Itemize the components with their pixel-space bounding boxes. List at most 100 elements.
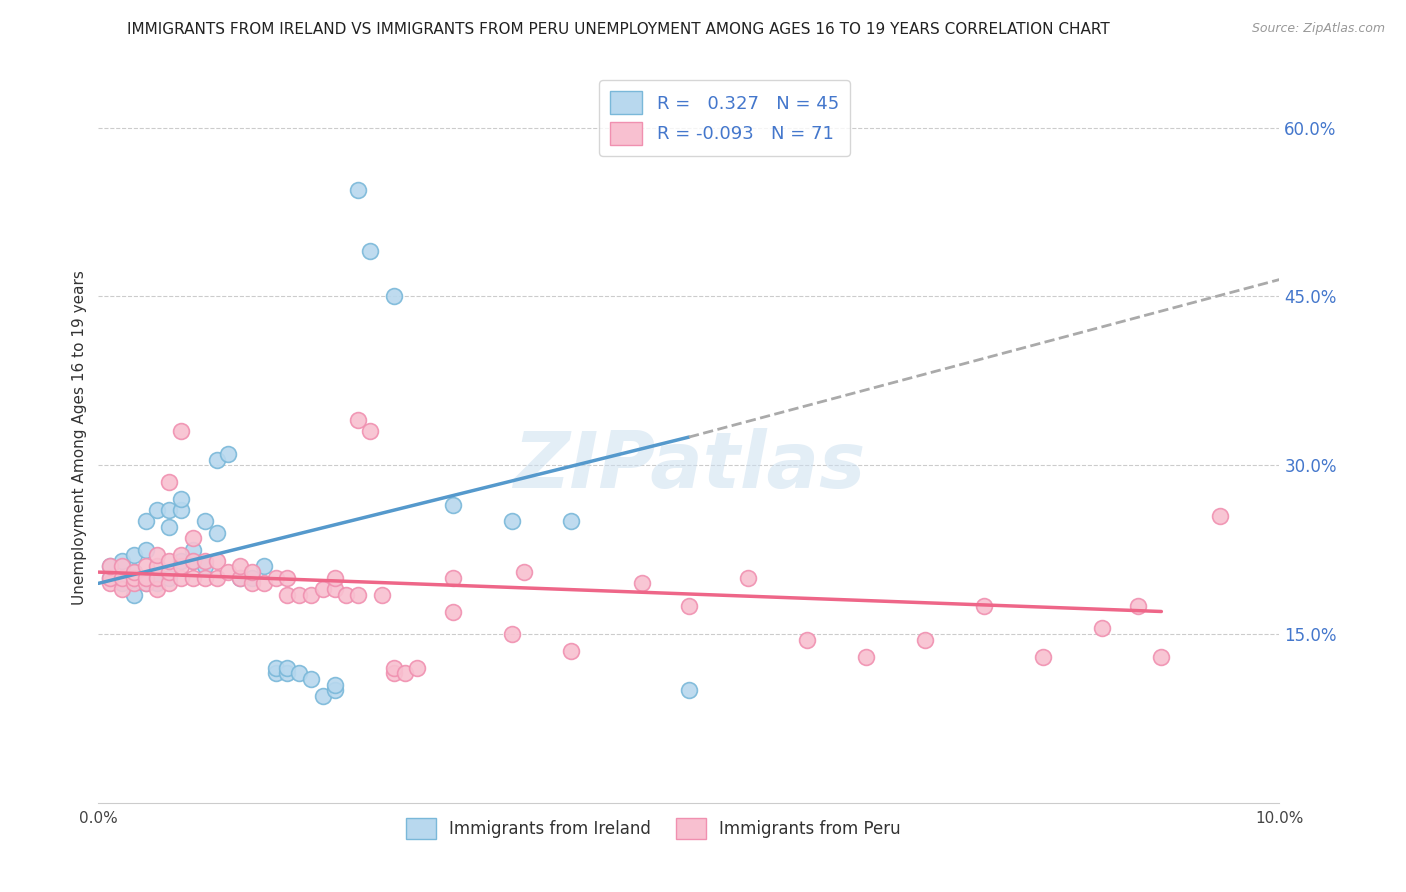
Point: [678, 683, 700, 698]
Point: [394, 666, 416, 681]
Point: [1209, 508, 1232, 523]
Point: [512, 565, 534, 579]
Point: [194, 515, 217, 529]
Point: [1150, 649, 1173, 664]
Point: [146, 582, 169, 596]
Point: [135, 576, 157, 591]
Legend: Immigrants from Ireland, Immigrants from Peru: Immigrants from Ireland, Immigrants from…: [396, 808, 911, 849]
Point: [205, 571, 228, 585]
Point: [98, 576, 121, 591]
Point: [312, 689, 335, 703]
Point: [630, 576, 652, 591]
Point: [1091, 621, 1114, 635]
Point: [146, 559, 169, 574]
Point: [170, 491, 193, 506]
Point: [501, 627, 523, 641]
Point: [276, 666, 298, 681]
Point: [288, 666, 311, 681]
Point: [157, 576, 180, 591]
Point: [170, 571, 193, 585]
Point: [170, 559, 193, 574]
Point: [347, 588, 370, 602]
Point: [323, 683, 346, 698]
Point: [122, 571, 145, 585]
Point: [157, 571, 180, 585]
Point: [299, 588, 322, 602]
Point: [98, 559, 121, 574]
Point: [359, 425, 381, 439]
Point: [737, 571, 759, 585]
Point: [973, 599, 995, 613]
Point: [135, 576, 157, 591]
Point: [371, 588, 394, 602]
Point: [276, 588, 298, 602]
Text: IMMIGRANTS FROM IRELAND VS IMMIGRANTS FROM PERU UNEMPLOYMENT AMONG AGES 16 TO 19: IMMIGRANTS FROM IRELAND VS IMMIGRANTS FR…: [128, 22, 1109, 37]
Point: [205, 554, 228, 568]
Point: [217, 565, 239, 579]
Point: [441, 571, 464, 585]
Point: [146, 571, 169, 585]
Point: [217, 447, 239, 461]
Point: [323, 582, 346, 596]
Point: [276, 571, 298, 585]
Point: [146, 548, 169, 562]
Point: [205, 525, 228, 540]
Point: [157, 565, 180, 579]
Point: [135, 542, 157, 557]
Point: [253, 559, 276, 574]
Point: [560, 644, 582, 658]
Point: [135, 571, 157, 585]
Point: [98, 571, 121, 585]
Point: [441, 498, 464, 512]
Point: [288, 588, 311, 602]
Point: [312, 582, 335, 596]
Point: [323, 678, 346, 692]
Point: [181, 542, 204, 557]
Point: [276, 661, 298, 675]
Point: [181, 571, 204, 585]
Point: [111, 582, 134, 596]
Point: [98, 559, 121, 574]
Point: [157, 520, 180, 534]
Point: [194, 571, 217, 585]
Point: [264, 666, 287, 681]
Point: [253, 576, 276, 591]
Point: [240, 576, 263, 591]
Point: [382, 289, 405, 303]
Point: [157, 475, 180, 489]
Point: [229, 571, 252, 585]
Point: [855, 649, 877, 664]
Y-axis label: Unemployment Among Ages 16 to 19 years: Unemployment Among Ages 16 to 19 years: [72, 269, 87, 605]
Point: [229, 559, 252, 574]
Point: [111, 576, 134, 591]
Point: [359, 244, 381, 259]
Point: [170, 548, 193, 562]
Point: [382, 666, 405, 681]
Point: [146, 571, 169, 585]
Point: [347, 182, 370, 196]
Point: [1032, 649, 1054, 664]
Point: [111, 571, 134, 585]
Point: [181, 532, 204, 546]
Point: [111, 559, 134, 574]
Text: ZIPatlas: ZIPatlas: [513, 428, 865, 504]
Point: [194, 554, 217, 568]
Point: [914, 632, 936, 647]
Point: [441, 605, 464, 619]
Point: [501, 515, 523, 529]
Point: [299, 672, 322, 686]
Point: [146, 576, 169, 591]
Point: [323, 571, 346, 585]
Point: [146, 503, 169, 517]
Point: [406, 661, 429, 675]
Point: [111, 554, 134, 568]
Point: [181, 554, 204, 568]
Point: [347, 413, 370, 427]
Point: [194, 559, 217, 574]
Point: [382, 661, 405, 675]
Point: [229, 571, 252, 585]
Point: [181, 554, 204, 568]
Point: [170, 425, 193, 439]
Point: [122, 565, 145, 579]
Point: [135, 559, 157, 574]
